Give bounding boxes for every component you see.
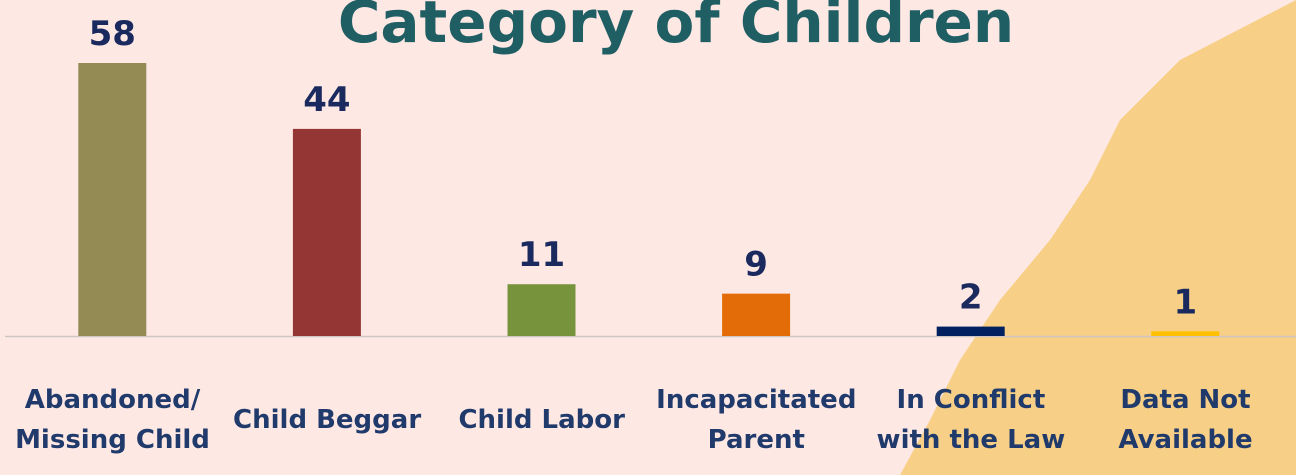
value-label: 44	[303, 80, 350, 120]
bar	[1151, 331, 1220, 336]
x-tick-label: In Conflict with the Law	[876, 385, 1066, 455]
bar	[936, 326, 1005, 336]
value-label: 2	[959, 278, 983, 318]
background-shape	[900, 0, 1296, 475]
bar	[722, 293, 791, 336]
chart-title: Category of Children	[338, 0, 1014, 56]
value-label: 1	[1173, 282, 1197, 322]
value-label: 11	[518, 235, 565, 275]
bar	[507, 284, 576, 336]
bar	[292, 128, 361, 336]
value-label: 9	[744, 245, 768, 285]
x-tick-label: Child Beggar	[233, 405, 422, 435]
x-tick-label: Child Labor	[458, 405, 625, 435]
bar	[78, 63, 147, 336]
x-tick-label: Data Not Available	[1118, 385, 1253, 455]
value-label: 58	[89, 14, 136, 54]
x-tick-label: Abandoned/ Missing Child	[15, 385, 210, 455]
x-tick-label: Incapacitated Parent	[656, 385, 857, 455]
